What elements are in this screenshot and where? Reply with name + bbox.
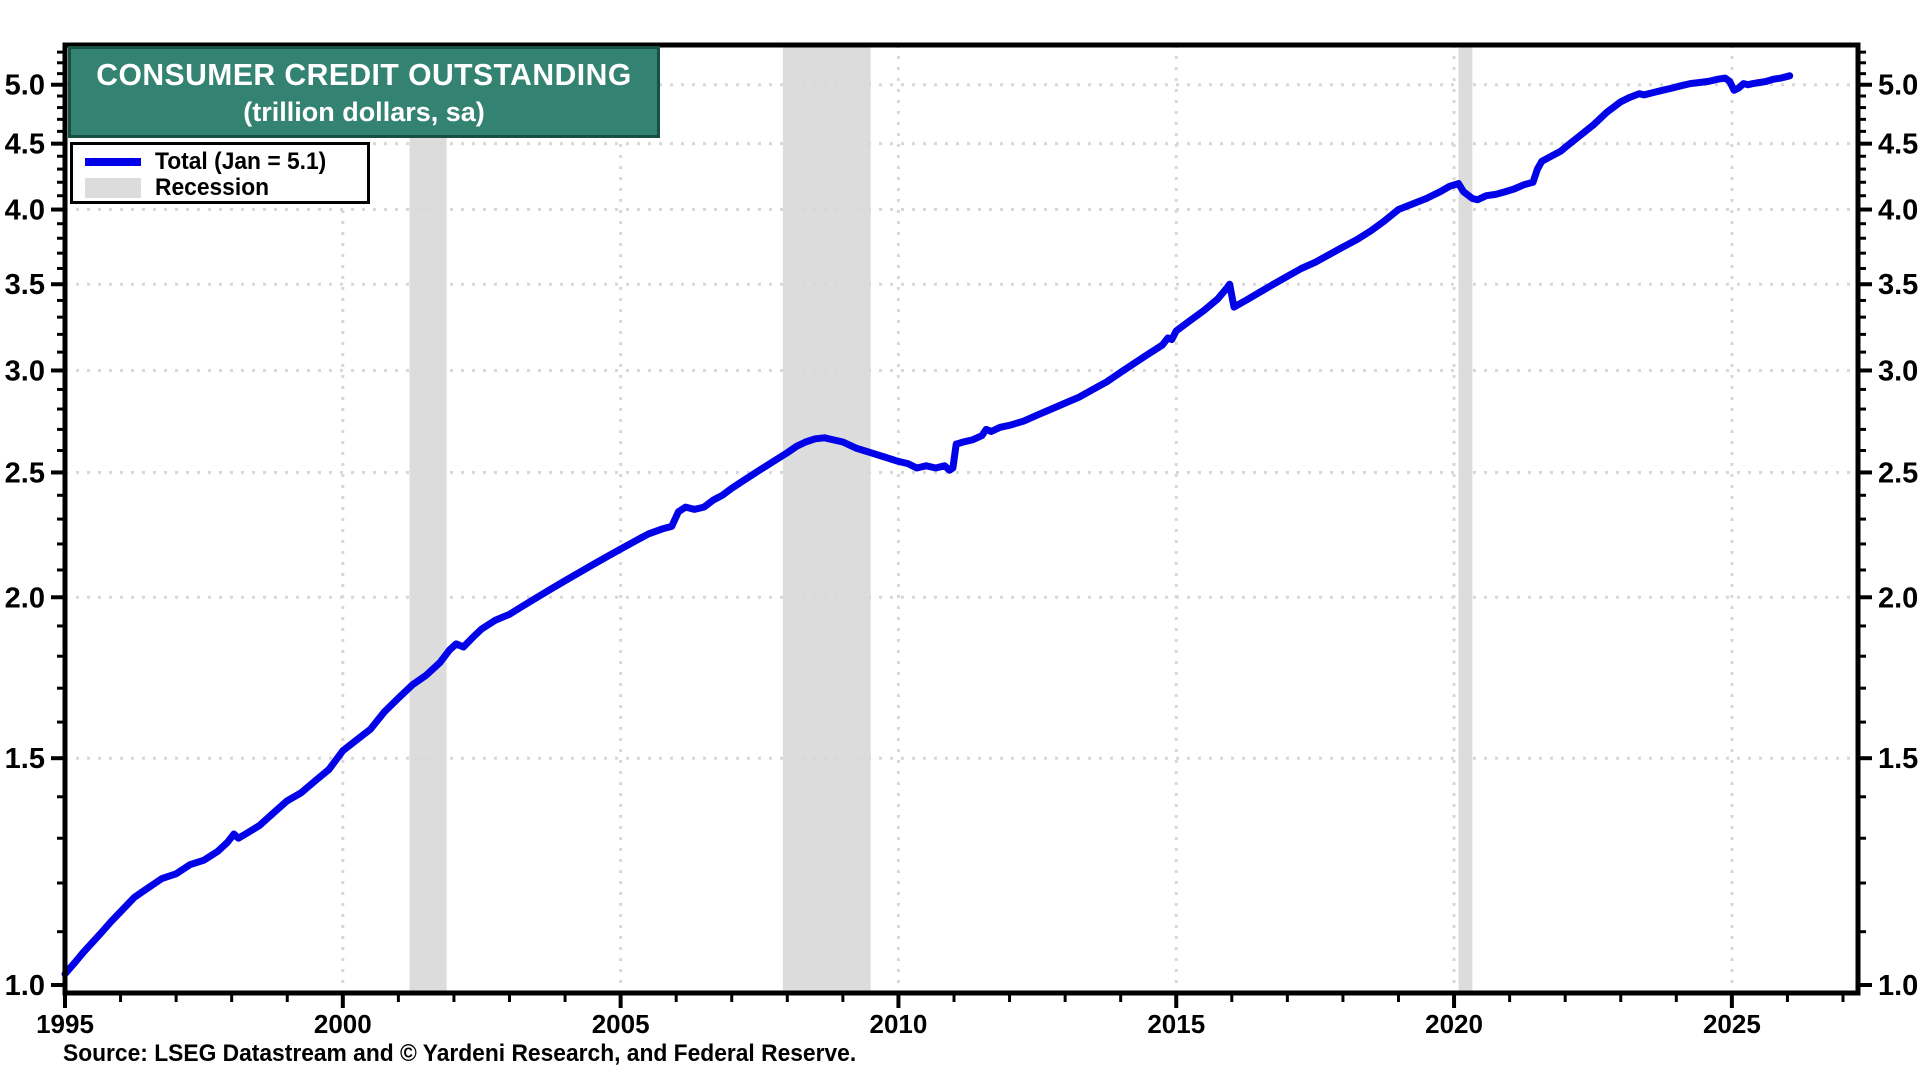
total-line — [61, 72, 1794, 978]
legend-item-recession: Recession — [85, 174, 367, 201]
y-axis-label-right: 1.5 — [1878, 743, 1918, 775]
y-axis-label-left: 2.5 — [5, 457, 45, 489]
chart-title-box: CONSUMER CREDIT OUTSTANDING (trillion do… — [68, 46, 660, 138]
y-axis-label-right: 2.5 — [1878, 457, 1918, 489]
recession-band — [782, 47, 871, 991]
y-axis-label-left: 1.0 — [5, 970, 45, 1002]
recession-band — [409, 47, 447, 991]
y-axis-label-right: 5.0 — [1878, 70, 1918, 102]
chart-subtitle: (trillion dollars, sa) — [243, 97, 485, 127]
y-axis-label-left: 2.0 — [5, 582, 45, 614]
x-axis-label: 2005 — [592, 1009, 650, 1039]
y-axis-label-right: 3.0 — [1878, 355, 1918, 387]
x-axis-label: 2010 — [870, 1009, 928, 1039]
axis-ticks — [51, 50, 1872, 1008]
x-axis-label: 1995 — [36, 1009, 94, 1039]
recession-bands — [409, 47, 1473, 991]
legend-recession-label: Recession — [155, 174, 270, 201]
y-axis-label-right: 2.0 — [1878, 582, 1918, 614]
y-axis-label-right: 4.5 — [1878, 129, 1918, 161]
y-axis-label-left: 1.5 — [5, 743, 45, 775]
recession-band — [1458, 47, 1473, 991]
legend-total-label: Total (Jan = 5.1) — [155, 148, 327, 175]
x-axis-label: 2025 — [1703, 1009, 1761, 1039]
y-axis-label-left: 4.0 — [5, 195, 45, 227]
y-axis-label-left: 4.5 — [5, 129, 45, 161]
x-axis-label: 2000 — [314, 1009, 372, 1039]
y-axis-label-left: 3.0 — [5, 355, 45, 387]
x-axis-label: 2020 — [1425, 1009, 1483, 1039]
y-axis-label-left: 3.5 — [5, 269, 45, 301]
legend: Total (Jan = 5.1) Recession — [70, 142, 370, 204]
y-axis-label-left: 5.0 — [5, 70, 45, 102]
x-axis-label: 2015 — [1147, 1009, 1205, 1039]
y-axis-label-right: 1.0 — [1878, 970, 1918, 1002]
chart-title: CONSUMER CREDIT OUTSTANDING — [96, 57, 632, 92]
source-note: Source: LSEG Datastream and © Yardeni Re… — [63, 1040, 857, 1067]
y-axis-label-right: 3.5 — [1878, 269, 1918, 301]
recession-band-swatch — [85, 178, 141, 198]
axis-labels: 1.0 1.0 1.5 1.5 2.0 2.0 2.5 2.5 3.0 3.0 3.5 3.5 4.0 4… — [5, 70, 1919, 1039]
legend-item-total: Total (Jan = 5.1) — [85, 148, 367, 175]
y-axis-label-right: 4.0 — [1878, 195, 1918, 227]
total-line-swatch — [85, 158, 141, 166]
